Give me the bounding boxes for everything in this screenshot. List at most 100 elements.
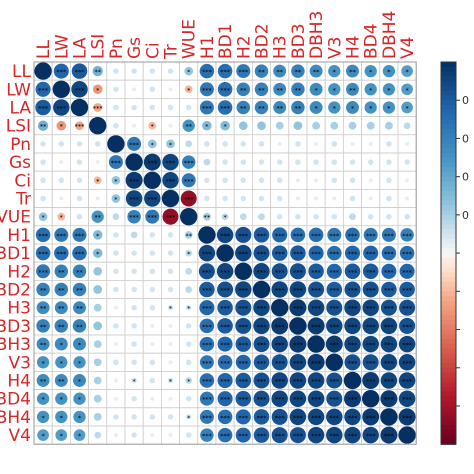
significance-label: ***: [56, 250, 67, 258]
significance-label: ***: [147, 159, 158, 167]
correlation-circle: [168, 323, 173, 328]
significance-label: **: [58, 378, 65, 386]
row-label: H3: [7, 299, 31, 319]
correlation-circle: [185, 104, 192, 111]
correlation-circle: [185, 249, 193, 257]
correlation-circle: [199, 281, 215, 298]
correlation-circle: [180, 208, 198, 226]
colorbar-segment: [441, 167, 456, 173]
correlation-circle: [276, 177, 283, 184]
significance-label: ***: [366, 323, 377, 331]
significance-label: **: [349, 68, 356, 76]
correlation-circle: [150, 323, 155, 328]
significance-label: ***: [202, 287, 213, 295]
significance-label: *: [205, 123, 209, 131]
correlation-circle: [240, 177, 247, 184]
significance-label: ***: [238, 250, 249, 258]
correlation-circle: [53, 63, 69, 79]
significance-label: **: [76, 323, 83, 331]
correlation-circle: [295, 141, 301, 147]
correlation-circle: [73, 410, 86, 424]
significance-label: ***: [220, 378, 231, 386]
significance-label: ***: [329, 378, 340, 386]
correlation-circle: [222, 141, 228, 147]
correlation-circle: [54, 282, 69, 297]
correlation-circle: [185, 286, 193, 293]
colorbar-segment: [441, 147, 456, 154]
significance-label: **: [276, 105, 283, 113]
correlation-circle: [185, 395, 192, 402]
significance-label: ***: [366, 341, 377, 349]
correlation-circle: [217, 355, 233, 370]
correlation-circle: [199, 355, 214, 370]
row-label: BD4: [0, 390, 31, 410]
correlation-circle: [328, 83, 341, 96]
correlation-circle: [289, 427, 306, 444]
significance-label: ***: [402, 287, 413, 295]
significance-label: ***: [384, 359, 395, 367]
significance-label: ***: [75, 250, 86, 258]
significance-label: ***: [75, 86, 86, 94]
significance-label: **: [76, 287, 83, 295]
correlation-circle: [113, 359, 119, 366]
correlation-circle: [149, 250, 156, 256]
correlation-circle: [363, 227, 378, 242]
significance-label: ***: [238, 323, 249, 331]
correlation-circle: [131, 304, 137, 311]
correlation-circle: [72, 227, 87, 242]
correlation-circle: [308, 245, 324, 261]
correlation-circle: [308, 263, 324, 280]
significance-label: ***: [238, 432, 249, 440]
significance-label: *: [132, 378, 136, 386]
correlation-circle: [150, 433, 155, 438]
correlation-circle: [161, 189, 180, 208]
significance-label: ***: [202, 432, 213, 440]
correlation-circle: [149, 268, 156, 275]
colorbar-segment: [441, 310, 456, 316]
significance-label: ***: [38, 86, 49, 94]
correlation-circle: [362, 372, 380, 389]
correlation-circle: [271, 390, 288, 407]
correlation-circle: [405, 196, 410, 201]
correlation-circle: [326, 263, 342, 279]
colorbar-segment: [441, 405, 456, 412]
row-label: Tr: [15, 190, 31, 210]
correlation-circle: [386, 159, 392, 165]
column-label: Gs: [125, 37, 145, 59]
significance-label: ***: [220, 359, 231, 367]
correlation-circle: [167, 304, 174, 311]
correlation-circle: [307, 299, 325, 316]
significance-label: ***: [348, 341, 359, 349]
colorbar-segment: [441, 281, 456, 288]
correlation-circle: [216, 226, 234, 244]
significance-label: ***: [220, 287, 231, 295]
significance-label: ***: [293, 359, 304, 367]
correlation-circle: [362, 335, 379, 353]
colorbar-segment: [441, 205, 456, 211]
significance-label: ***: [329, 396, 340, 404]
correlation-circle: [35, 81, 51, 97]
correlation-circle: [199, 373, 215, 388]
correlation-circle: [54, 264, 69, 279]
column-label: DBH3: [307, 11, 327, 59]
significance-label: ***: [384, 378, 395, 386]
significance-label: ***: [202, 86, 213, 94]
column-label: Tr: [162, 44, 182, 60]
correlation-circle: [399, 299, 416, 316]
significance-label: ***: [402, 396, 413, 404]
significance-label: ***: [257, 359, 268, 367]
correlation-circle: [235, 390, 252, 407]
row-label: LA: [10, 99, 32, 119]
significance-label: ***: [56, 68, 67, 76]
correlation-circle: [168, 396, 173, 401]
correlation-circle: [73, 337, 86, 351]
correlation-circle: [185, 304, 192, 311]
colorbar-segment: [441, 195, 456, 202]
correlation-circle: [203, 212, 211, 221]
correlation-circle: [147, 139, 157, 149]
correlation-circle: [362, 263, 379, 280]
significance-label: ***: [275, 396, 286, 404]
correlation-circle: [386, 141, 392, 147]
correlation-circle: [76, 195, 83, 202]
correlation-circle: [236, 100, 251, 115]
